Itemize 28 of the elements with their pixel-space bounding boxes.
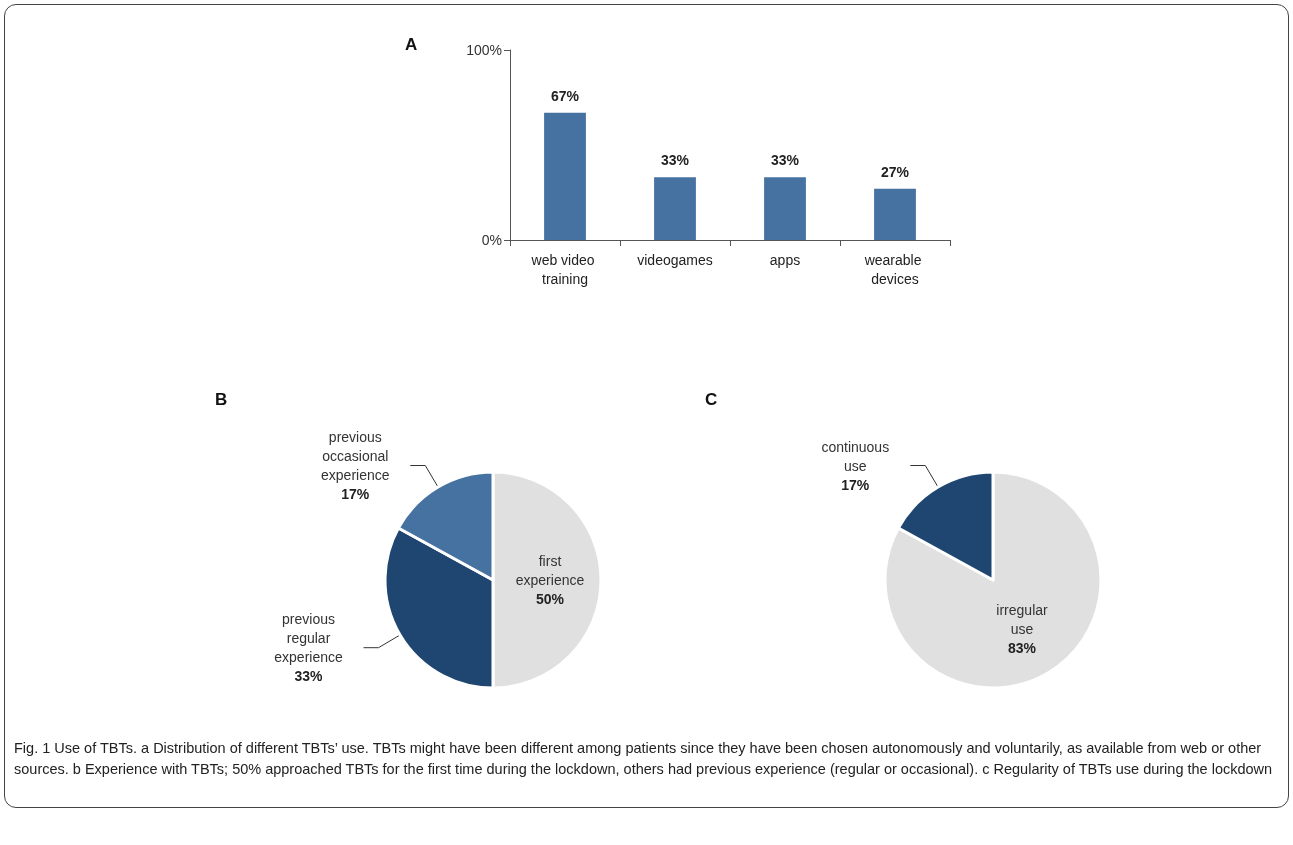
y-tick-label: 0% bbox=[481, 232, 502, 248]
data-label: 67% bbox=[550, 87, 580, 104]
y-tick-label: 100% bbox=[466, 42, 502, 58]
data-label: 83% bbox=[1008, 640, 1037, 657]
bar bbox=[654, 177, 696, 240]
chart-title: B bbox=[215, 390, 228, 409]
slice-label: first experience bbox=[515, 553, 585, 588]
slice-label: previous occasional experience bbox=[321, 429, 390, 484]
data-label: 17% bbox=[341, 486, 370, 503]
bar bbox=[544, 112, 586, 240]
data-label: 33% bbox=[294, 668, 324, 685]
data-label: 27% bbox=[880, 163, 910, 180]
chart-title: A bbox=[405, 35, 418, 54]
data-label: 17% bbox=[841, 476, 870, 493]
slice-label: irregular use bbox=[996, 602, 1049, 638]
data-label: 50% bbox=[535, 591, 565, 607]
slice-label: continuous use bbox=[821, 438, 890, 474]
x-tick-label: videogames bbox=[637, 251, 713, 268]
x-tick-label: wearable devices bbox=[863, 251, 926, 287]
slice-label: previous regular experience bbox=[274, 611, 343, 666]
x-tick-label: apps bbox=[769, 251, 801, 268]
bar bbox=[874, 188, 916, 240]
data-label: 33% bbox=[660, 152, 690, 169]
caption: Fig. 1 Use of TBTs. a Distribution of different TBTs’ use. TBTs might have been different among patients since they have been chosen autonomously and voluntarily, as available from web or other sources. b Experience with TBTs; 50% approached TBTs for the first time during the lockdown, others had previous experience (regular or occasional). c Regularity of TBTs use during the lockdown bbox=[14, 739, 1274, 779]
data-label: 33% bbox=[770, 152, 800, 169]
bar bbox=[764, 177, 806, 240]
x-tick-label: web video training bbox=[530, 251, 599, 287]
chart-title: C bbox=[705, 390, 718, 409]
